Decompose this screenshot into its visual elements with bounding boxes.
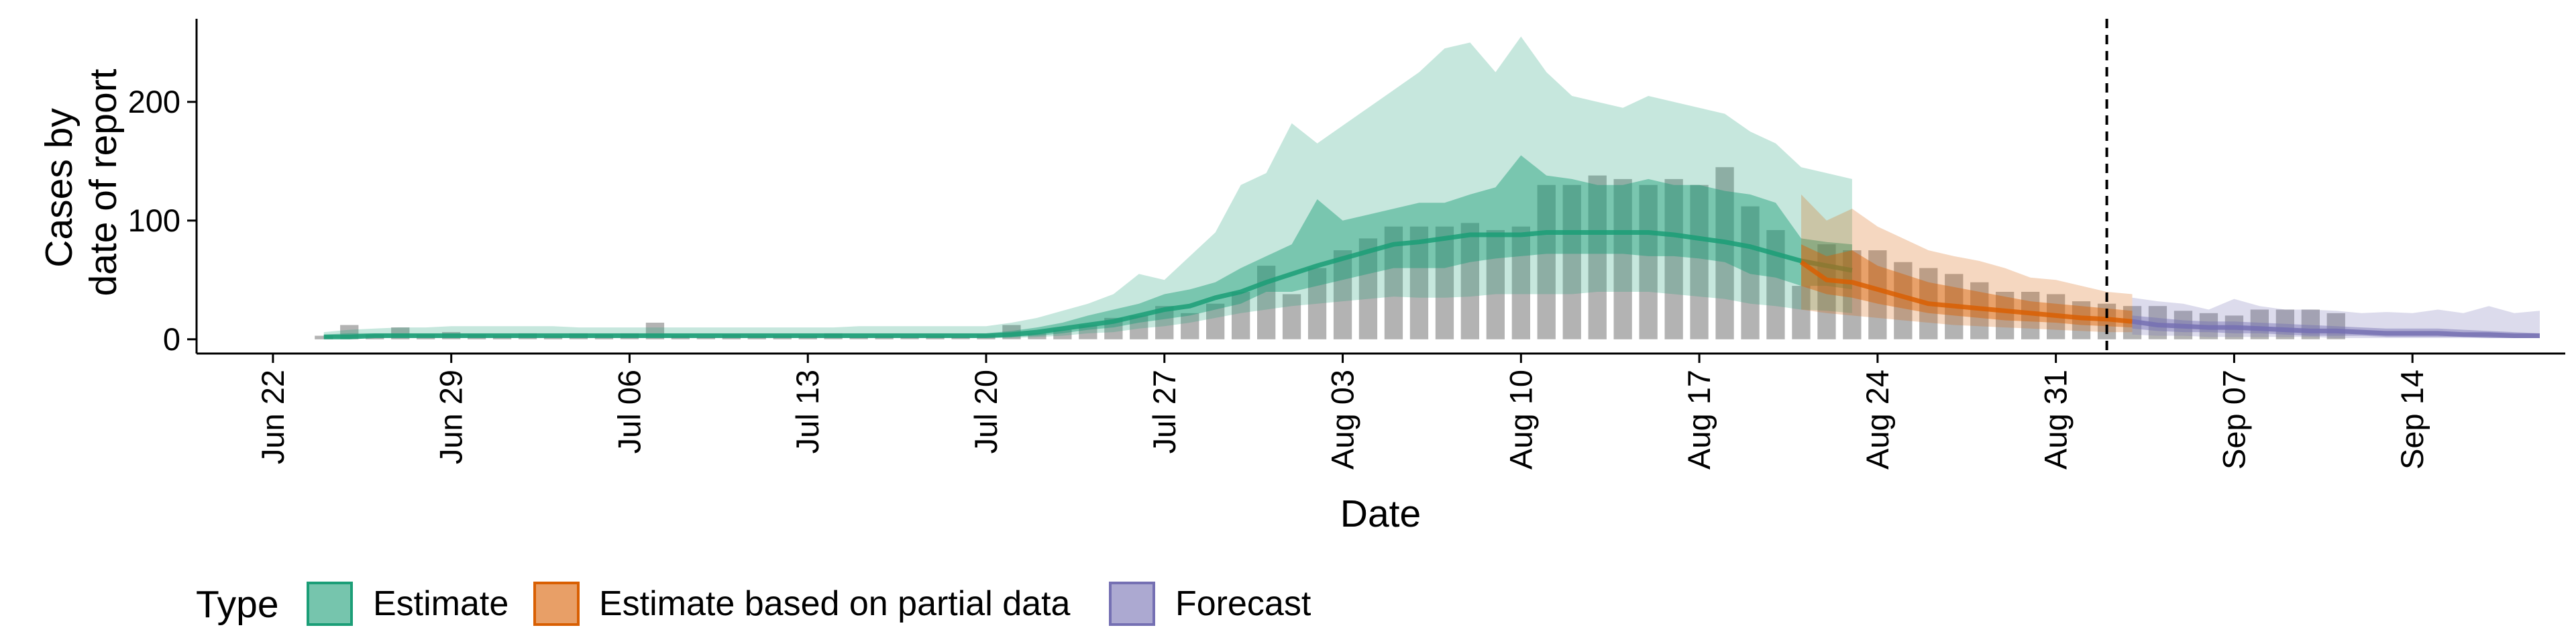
partial-inner-ribbon (1801, 244, 2133, 328)
legend: Type Estimate Estimate based on partial … (196, 582, 1311, 626)
case-bar (1664, 178, 1683, 339)
case-bar (1079, 325, 1097, 339)
x-tick-label: Aug 31 (2038, 370, 2074, 470)
case-bar (1537, 184, 1556, 339)
y-axis-title-line-2: date of report (82, 68, 125, 296)
legend-title: Type (196, 583, 279, 626)
case-bar (1868, 250, 1887, 339)
x-tick-label: Sep 07 (2216, 370, 2251, 470)
case-bar (1130, 315, 1148, 339)
legend-label-estimate: Estimate (373, 584, 508, 623)
x-axis-ticks: Jun 22 Jun 29 Jul 06 Jul 13 Jul 20 Jul 27 Aug … (255, 354, 2430, 470)
y-axis-title-line-1: Cases by (38, 108, 80, 268)
x-tick-label: Aug 17 (1681, 370, 1717, 470)
partial-estimate-series (1799, 194, 2133, 333)
forecast-series (2132, 297, 2540, 338)
case-bar (1588, 175, 1607, 339)
case-bar (1613, 178, 1632, 339)
y-axis-title: Cases by date of report (38, 68, 125, 296)
case-bar (2301, 309, 2320, 339)
case-bar (1817, 244, 1836, 339)
y-tick-label: 0 (163, 321, 180, 357)
legend-swatch-partial (533, 582, 580, 626)
x-tick-label: Jul 13 (790, 370, 825, 453)
case-bar (1460, 223, 1479, 339)
x-tick-label: Jun 22 (255, 370, 290, 464)
x-tick-label: Aug 10 (1503, 370, 1538, 470)
x-tick-label: Jul 06 (612, 370, 647, 453)
case-bar (1053, 329, 1072, 339)
forecast-median-line (2132, 319, 2540, 338)
legend-label-forecast: Forecast (1175, 584, 1311, 623)
x-axis-title: Date (1340, 492, 1421, 535)
case-bar (1028, 333, 1046, 339)
case-bar (1511, 226, 1530, 339)
partial-outer-ribbon (1801, 194, 2133, 333)
case-bar (1307, 268, 1327, 339)
legend-swatch-forecast (1109, 582, 1155, 626)
estimate-series (323, 36, 1853, 339)
case-bar (1741, 206, 1760, 339)
legend-label-partial: Estimate based on partial data (599, 584, 1071, 623)
case-bar (1792, 286, 1811, 339)
case-bar (1639, 184, 1658, 339)
legend-swatch-estimate (307, 582, 353, 626)
case-bar (1690, 184, 1709, 339)
case-bar (1486, 230, 1505, 339)
case-bar (1206, 303, 1225, 339)
case-bar (1996, 292, 2015, 339)
estimate-median-line (323, 230, 1853, 339)
estimate-inner-ribbon (323, 155, 1852, 338)
case-bar (1715, 167, 1734, 339)
case-bar (1843, 250, 1862, 339)
case-bar (1333, 250, 1352, 339)
case-bar (2275, 309, 2294, 339)
partial-median-line (1799, 260, 2133, 324)
case-bar (2250, 309, 2269, 339)
x-tick-label: Jul 20 (968, 370, 1004, 453)
x-tick-label: Jun 29 (433, 370, 469, 464)
y-tick-label: 100 (128, 203, 180, 238)
x-tick-label: Aug 24 (1860, 370, 1895, 470)
case-bar (1181, 313, 1199, 339)
case-bar (1562, 184, 1581, 339)
x-tick-label: Sep 14 (2394, 370, 2430, 470)
case-bar (1435, 226, 1454, 339)
case-bar (2326, 313, 2345, 339)
x-tick-label: Jul 27 (1146, 370, 1182, 453)
case-bar (1409, 226, 1429, 339)
x-tick-label: Aug 03 (1325, 370, 1360, 470)
y-axis-ticks: 0 100 200 (128, 84, 197, 357)
case-bar (1232, 292, 1250, 339)
case-bar (1282, 294, 1301, 339)
estimate-outer-ribbon (323, 36, 1852, 339)
case-bar (1766, 230, 1785, 339)
y-tick-label: 200 (128, 84, 180, 119)
